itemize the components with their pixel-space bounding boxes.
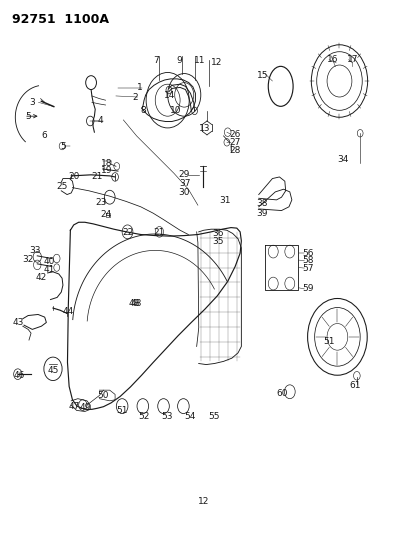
Text: 48: 48 [128,300,139,308]
Text: 43: 43 [12,318,24,327]
Text: 23: 23 [95,198,106,207]
Text: 50: 50 [97,391,109,400]
Text: 60: 60 [276,389,287,398]
Text: 10: 10 [169,106,181,115]
Text: 59: 59 [301,285,313,293]
Text: 24: 24 [100,210,112,219]
Text: 40: 40 [43,257,55,265]
Text: 41: 41 [43,265,55,273]
Text: 57: 57 [301,264,313,272]
Text: 35: 35 [211,238,223,246]
Text: 25: 25 [56,182,67,191]
Text: 17: 17 [346,55,357,64]
Text: 58: 58 [301,256,313,265]
Text: 5: 5 [60,142,66,150]
Text: 7: 7 [153,56,159,64]
Text: 21: 21 [91,173,102,181]
Text: 15: 15 [256,71,268,80]
Text: 2: 2 [132,93,138,101]
Text: 51: 51 [322,337,334,345]
Text: 18: 18 [101,159,113,168]
Text: 61: 61 [348,381,360,390]
Text: 42: 42 [35,273,46,281]
Text: 46: 46 [14,372,25,380]
Text: 34: 34 [337,156,348,164]
Text: 3: 3 [29,98,35,107]
Text: 52: 52 [138,413,150,421]
Text: 13: 13 [198,125,210,133]
Text: 37: 37 [178,180,190,188]
Text: 38: 38 [256,199,268,208]
Text: 21: 21 [153,229,164,237]
Text: 33: 33 [29,246,40,255]
Text: 51: 51 [116,406,127,415]
Text: 56: 56 [301,249,313,257]
Text: 39: 39 [256,209,268,217]
Text: 8: 8 [140,106,146,115]
Text: 27: 27 [229,139,240,147]
Text: 45: 45 [47,366,59,375]
Text: 16: 16 [326,55,338,64]
Text: 26: 26 [229,130,240,139]
Text: 20: 20 [68,173,79,181]
Text: 47: 47 [68,402,79,410]
Text: 53: 53 [161,413,173,421]
Text: 54: 54 [184,413,195,421]
Text: 12: 12 [197,497,209,505]
Text: 11: 11 [193,56,205,64]
Text: 31: 31 [219,196,230,205]
Text: 19: 19 [101,166,113,175]
Text: 48: 48 [130,300,141,308]
Text: 1: 1 [136,84,142,92]
Text: 29: 29 [178,171,189,179]
Text: 44: 44 [62,308,73,316]
Text: 14: 14 [163,92,174,100]
Text: 55: 55 [207,413,219,421]
Text: 32: 32 [23,255,34,264]
Text: 49: 49 [79,403,90,412]
Text: 30: 30 [178,189,189,197]
Text: 5: 5 [25,112,31,120]
Text: 9: 9 [176,56,181,64]
Text: 4: 4 [97,117,103,125]
Text: 28: 28 [229,147,240,155]
Text: 12: 12 [211,59,222,67]
Text: 6: 6 [41,131,47,140]
Text: 36: 36 [211,229,223,238]
Text: 92751  1100A: 92751 1100A [12,13,109,26]
Text: 22: 22 [122,229,133,237]
